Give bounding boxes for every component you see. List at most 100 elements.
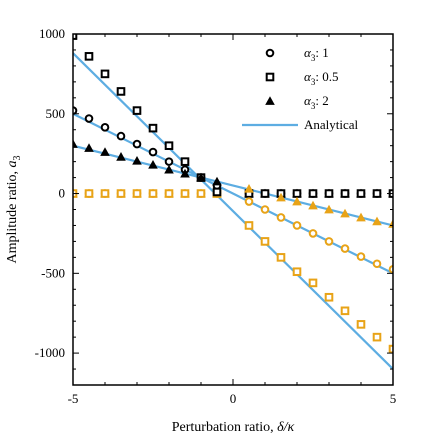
analytical-line xyxy=(73,52,393,370)
data-point-triangle xyxy=(276,192,286,202)
data-point-circle xyxy=(100,123,110,132)
legend-label-main: α xyxy=(304,93,312,108)
y-tick-label: -500 xyxy=(41,265,65,280)
data-point-square xyxy=(244,221,254,230)
legend-label: Analytical xyxy=(304,117,359,132)
data-point-square xyxy=(148,123,158,133)
axis-ticks xyxy=(72,33,394,385)
y-axis-label-sub: 3 xyxy=(12,155,23,160)
legend-label-main: α xyxy=(304,45,312,60)
data-point-square xyxy=(308,189,318,198)
data-point-circle xyxy=(324,237,334,246)
data-point-square xyxy=(100,189,110,198)
legend-label: α3: 0.5 xyxy=(304,69,338,87)
legend-label-value: : 2 xyxy=(315,93,328,108)
legend-label-sub: 3 xyxy=(311,101,316,111)
x-axis-label-symbol: δ/κ xyxy=(277,420,294,435)
data-point-triangle xyxy=(148,160,158,169)
data-point-triangle xyxy=(324,204,334,214)
legend-label-value: : 1 xyxy=(315,45,328,60)
data-point-triangle xyxy=(212,176,222,186)
data-point-square xyxy=(292,189,302,198)
data-point-square xyxy=(180,157,190,166)
data-point-square xyxy=(84,189,94,198)
analytical-line xyxy=(73,144,393,227)
data-point-square xyxy=(132,189,142,198)
data-point-circle xyxy=(116,131,126,141)
data-point-circle xyxy=(132,139,142,149)
legend-label: α3: 1 xyxy=(304,45,329,63)
legend-label-main: α xyxy=(304,69,312,84)
y-axis-label: Amplitude ratio, a3 xyxy=(5,155,23,263)
data-point-triangle xyxy=(84,143,94,152)
x-axis-label: Perturbation ratio, δ/κ xyxy=(172,420,295,435)
data-point-triangle xyxy=(132,156,142,165)
y-tick-label: 500 xyxy=(46,106,66,121)
data-point-square xyxy=(265,72,275,82)
y-tick-label: -1000 xyxy=(35,345,65,360)
data-point-triangle xyxy=(164,164,174,174)
data-point-triangle xyxy=(196,172,206,182)
data-point-square xyxy=(356,189,366,198)
data-point-circle xyxy=(372,259,382,269)
data-point-square xyxy=(164,189,174,198)
data-point-triangle xyxy=(265,96,275,105)
data-point-square xyxy=(324,189,334,198)
data-point-square xyxy=(132,106,142,115)
data-point-square xyxy=(308,278,318,288)
data-point-triangle xyxy=(116,152,126,161)
y-axis-label-text: Amplitude ratio, xyxy=(5,167,20,263)
data-point-square xyxy=(260,189,270,198)
data-point-circle xyxy=(265,48,275,58)
data-point-triangle xyxy=(356,212,366,222)
y-axis-label-symbol: a xyxy=(5,160,20,167)
data-point-triangle xyxy=(244,183,254,193)
x-tick-label: 0 xyxy=(230,391,237,406)
x-tick-label: 5 xyxy=(390,391,397,406)
data-point-circle xyxy=(148,147,158,157)
data-point-triangle xyxy=(180,168,190,178)
legend-label-sub: 3 xyxy=(311,77,316,87)
data-point-square xyxy=(340,306,350,316)
legend-label-sub: 3 xyxy=(311,53,316,63)
data-point-circle xyxy=(276,213,286,222)
data-point-triangle xyxy=(340,208,350,218)
data-point-square xyxy=(356,320,366,329)
data-point-square xyxy=(340,189,350,198)
data-point-circle xyxy=(164,157,174,166)
data-point-triangle xyxy=(100,147,110,156)
data-point-square xyxy=(164,141,174,150)
data-point-circle xyxy=(292,221,302,230)
data-point-square xyxy=(73,34,78,40)
data-point-square xyxy=(388,344,393,354)
data-point-circle xyxy=(73,106,78,115)
data-point-triangle xyxy=(292,196,302,206)
legend-label: α3: 2 xyxy=(304,93,329,111)
x-axis-label-text: Perturbation ratio, xyxy=(172,420,277,435)
x-tick-label: -5 xyxy=(68,391,79,406)
data-point-square xyxy=(260,237,270,246)
data-point-square xyxy=(180,189,190,198)
data-point-circle xyxy=(388,265,393,274)
data-point-circle xyxy=(356,252,366,261)
data-point-square xyxy=(372,189,382,198)
data-point-circle xyxy=(340,244,350,253)
data-point-square xyxy=(84,52,94,61)
data-point-square xyxy=(292,267,302,277)
data-point-square xyxy=(116,87,126,96)
data-point-circle xyxy=(244,197,254,206)
data-point-square xyxy=(100,69,110,79)
data-point-square xyxy=(148,189,158,198)
data-point-circle xyxy=(84,114,94,123)
tick-labels: -5 0 5 -1000 -500 0 500 1000 xyxy=(35,26,397,406)
data-point-square xyxy=(324,292,334,302)
data-point-triangle xyxy=(308,200,318,210)
data-point-square xyxy=(212,187,222,197)
data-point-circle xyxy=(308,229,318,238)
analytical-line xyxy=(73,112,393,275)
data-point-square xyxy=(372,332,382,342)
data-point-triangle xyxy=(372,216,382,226)
y-tick-label: 1000 xyxy=(39,26,65,41)
